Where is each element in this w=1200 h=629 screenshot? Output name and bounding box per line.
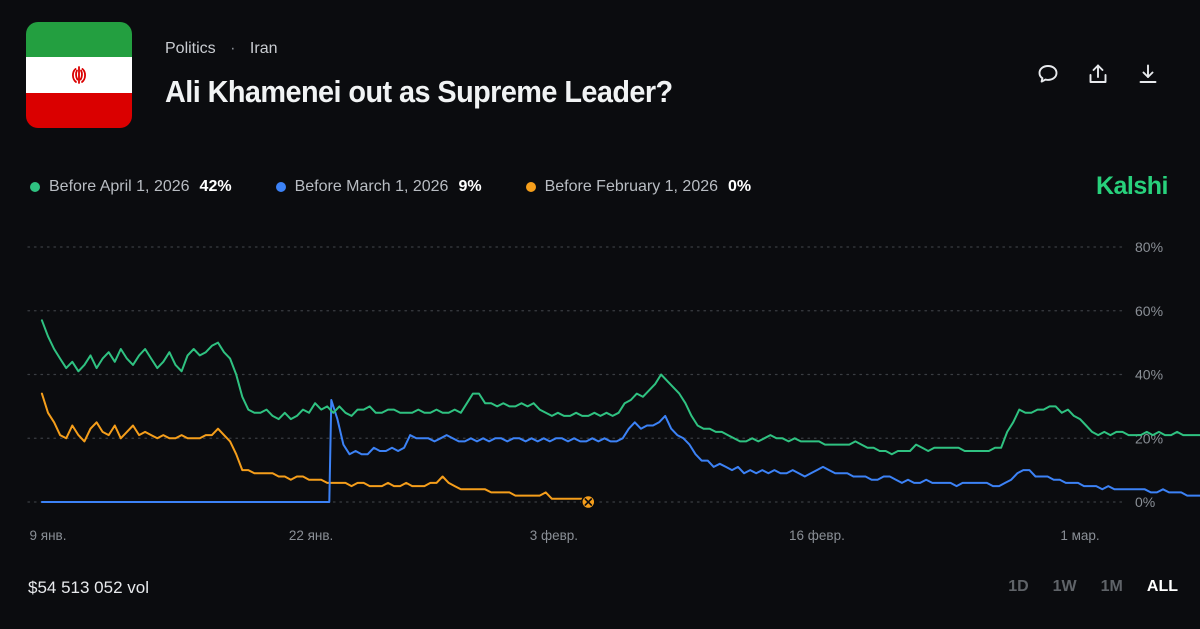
iran-flag-icon — [26, 22, 132, 128]
legend-swatch-february — [525, 182, 536, 192]
x-tick-label: 9 янв. — [30, 528, 67, 543]
legend-value-april: 42% — [199, 178, 232, 195]
series-line-april — [40, 319, 1200, 456]
flag-stripe-red — [26, 92, 132, 128]
legend-value-february: 0% — [728, 178, 752, 195]
x-tick-label: 22 янв. — [289, 528, 333, 543]
flag-stripe-green — [26, 22, 132, 58]
range-1w-button[interactable]: 1W — [1052, 578, 1077, 595]
breadcrumb-separator: · — [230, 40, 236, 57]
legend-swatch-april — [30, 182, 40, 192]
range-1d-button[interactable]: 1D — [1008, 578, 1029, 595]
y-tick-label: 60% — [1135, 303, 1163, 319]
breadcrumb: Politics · Iran — [165, 40, 278, 58]
volume-label: $54 513 052 vol — [28, 578, 149, 597]
page-title: Ali Khamenei out as Supreme Leader? — [165, 74, 673, 109]
legend-label-march: Before March 1, 2026 — [294, 178, 449, 195]
y-tick-label: 0% — [1135, 494, 1155, 510]
legend-label-april: Before April 1, 2026 — [49, 178, 190, 195]
legend-item-february[interactable]: Before February 1, 2026 0% — [525, 178, 752, 196]
download-icon[interactable] — [1136, 62, 1160, 86]
series-line-february — [40, 392, 590, 503]
kalshi-logo[interactable]: Kalshi — [1095, 172, 1169, 200]
header-actions — [1036, 62, 1160, 86]
chart-legend: Before April 1, 2026 42% Before March 1,… — [30, 178, 795, 196]
x-tick-label: 3 февр. — [530, 528, 578, 543]
flag-stripe-white — [26, 57, 132, 93]
endpoint-marker-february[interactable] — [581, 494, 596, 510]
legend-swatch-march — [275, 182, 286, 192]
legend-value-march: 9% — [458, 178, 482, 195]
range-all-button[interactable]: ALL — [1146, 578, 1178, 595]
breadcrumb-subcategory[interactable]: Iran — [249, 40, 278, 57]
legend-item-march[interactable]: Before March 1, 2026 9% — [275, 178, 482, 196]
range-1m-button[interactable]: 1M — [1100, 578, 1123, 595]
series-line-march — [40, 399, 1200, 503]
legend-label-february: Before February 1, 2026 — [544, 178, 719, 195]
y-tick-label: 40% — [1135, 367, 1163, 383]
breadcrumb-category[interactable]: Politics — [165, 40, 216, 57]
legend-item-april[interactable]: Before April 1, 2026 42% — [30, 178, 232, 196]
x-tick-label: 1 мар. — [1060, 528, 1099, 543]
y-tick-label: 80% — [1135, 239, 1163, 255]
comment-icon[interactable] — [1036, 62, 1060, 86]
share-icon[interactable] — [1086, 62, 1110, 86]
time-range-selector: 1D 1W 1M ALL — [1008, 578, 1178, 596]
emblem-icon — [72, 66, 86, 84]
x-tick-label: 16 февр. — [789, 528, 845, 543]
